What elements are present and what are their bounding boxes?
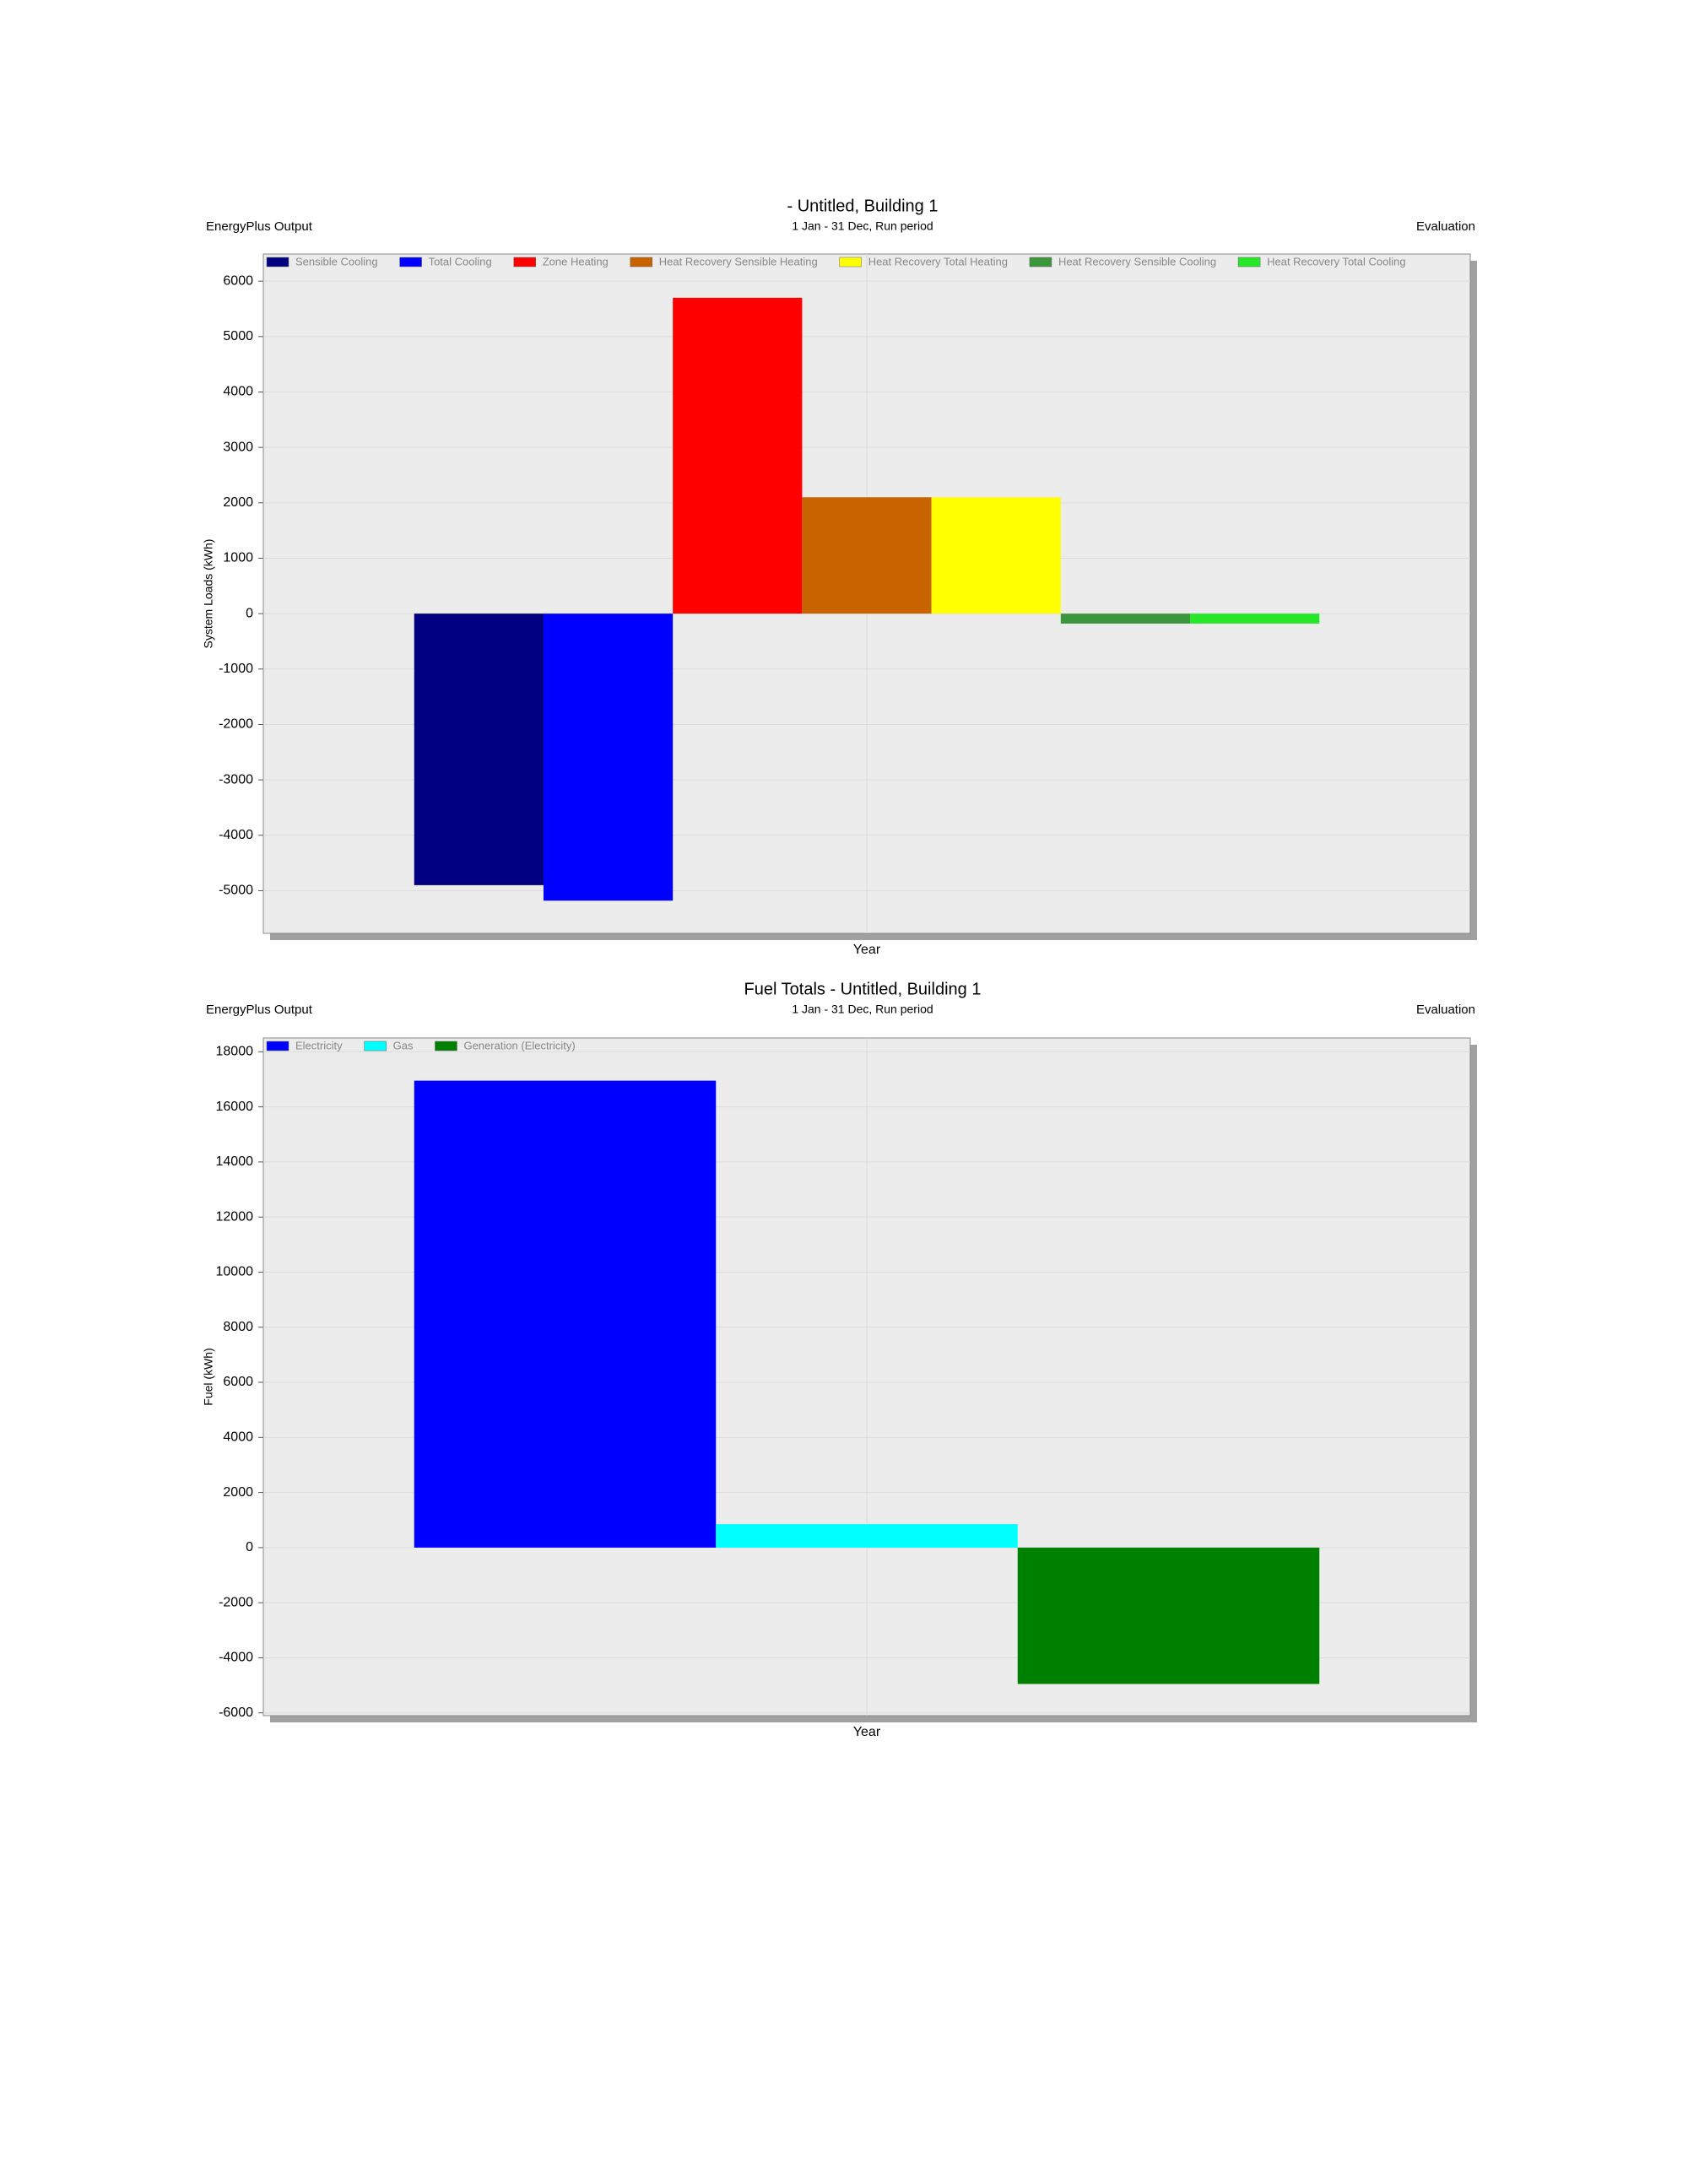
bar [414, 614, 544, 885]
y-tick-label: 2000 [223, 1485, 253, 1500]
legend-label: Zone Heating [543, 255, 609, 268]
y-tick-label: 4000 [223, 385, 253, 399]
chart-subtitle: 1 Jan - 31 Dec, Run period [792, 219, 933, 233]
x-tick-label: Year [853, 943, 881, 957]
header-right: Evaluation [1416, 1003, 1475, 1017]
legend-swatch [630, 257, 653, 268]
chart-subtitle: 1 Jan - 31 Dec, Run period [792, 1003, 933, 1016]
y-tick-label: 18000 [216, 1045, 254, 1059]
bar [802, 497, 932, 614]
chart-title: - Untitled, Building 1 [787, 197, 939, 215]
bar [1190, 614, 1320, 624]
legend-swatch [266, 1041, 289, 1051]
x-tick-label: Year [853, 1725, 881, 1739]
y-tick-label: 12000 [216, 1209, 254, 1224]
bar [716, 1524, 1018, 1548]
y-tick-label: 16000 [216, 1100, 254, 1114]
legend-label: Sensible Cooling [295, 255, 378, 268]
header-left: EnergyPlus Output [206, 1003, 313, 1017]
y-tick-label: -5000 [219, 884, 253, 898]
legend-swatch [1029, 257, 1052, 268]
y-tick-label: -4000 [219, 828, 253, 842]
legend-swatch [399, 257, 422, 268]
header-left: EnergyPlus Output [206, 219, 313, 234]
legend-label: Heat Recovery Sensible Cooling [1058, 255, 1216, 268]
y-tick-label: 2000 [223, 495, 253, 510]
y-tick-label: 14000 [216, 1154, 254, 1169]
y-tick-label: -4000 [219, 1651, 253, 1665]
bar [673, 297, 803, 614]
legend-label: Heat Recovery Total Heating [868, 255, 1008, 268]
legend-label: Heat Recovery Total Cooling [1267, 255, 1406, 268]
y-tick-label: -6000 [219, 1706, 253, 1720]
bar [1017, 1547, 1320, 1684]
y-tick-label: -1000 [219, 662, 253, 676]
bar [1060, 614, 1191, 624]
legend-label: Heat Recovery Sensible Heating [659, 255, 818, 268]
y-tick-label: 8000 [223, 1320, 253, 1334]
legend-swatch [266, 257, 289, 268]
legend-swatch [435, 1041, 457, 1051]
legend-swatch [513, 257, 536, 268]
y-tick-label: 5000 [223, 329, 253, 343]
legend-label: Total Cooling [429, 255, 492, 268]
y-tick-label: 3000 [223, 440, 253, 454]
y-tick-label: -2000 [219, 717, 253, 732]
legend-swatch [364, 1041, 387, 1051]
y-tick-label: -2000 [219, 1595, 253, 1609]
header-right: Evaluation [1416, 219, 1475, 234]
bar [931, 497, 1061, 614]
y-tick-label: -3000 [219, 772, 253, 787]
y-tick-label: 1000 [223, 551, 253, 565]
y-tick-label: 0 [246, 606, 253, 620]
legend-label: Generation (Electricity) [463, 1039, 575, 1051]
legend-label: Electricity [295, 1039, 343, 1051]
y-tick-label: 6000 [223, 273, 253, 288]
y-tick-label: 4000 [223, 1430, 253, 1445]
y-tick-label: 0 [246, 1540, 253, 1554]
legend-swatch [839, 257, 862, 268]
y-axis-label: Fuel (kWh) [202, 1348, 215, 1405]
legend-swatch [1237, 257, 1261, 268]
y-tick-label: 10000 [216, 1265, 254, 1279]
bar [414, 1080, 717, 1548]
chart-title: Fuel Totals - Untitled, Building 1 [744, 980, 982, 998]
legend-label: Gas [393, 1039, 414, 1051]
y-tick-label: 6000 [223, 1375, 253, 1389]
y-axis-label: System Loads (kWh) [202, 539, 215, 649]
bar [543, 614, 674, 901]
